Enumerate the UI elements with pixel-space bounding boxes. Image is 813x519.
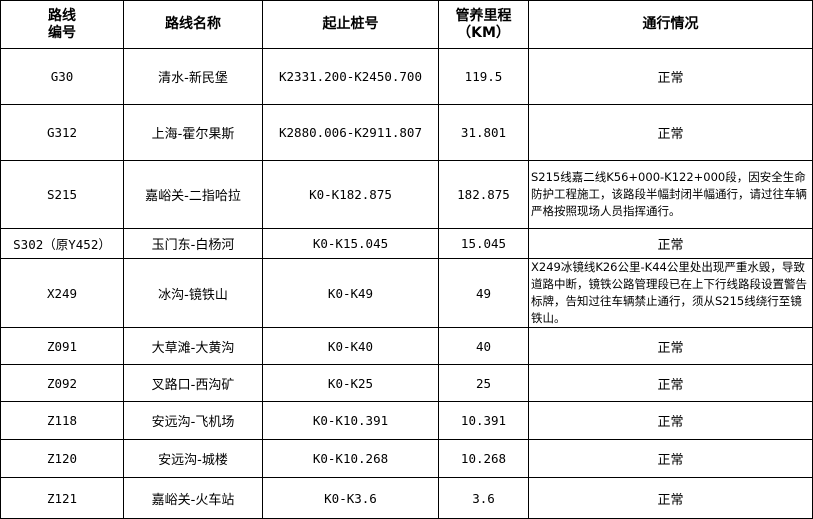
header-text: （KM） <box>457 24 510 41</box>
cell-km: 182.875 <box>438 160 529 229</box>
header-code: 路线 编号 <box>0 0 124 49</box>
cell-km: 25 <box>438 364 529 402</box>
cell-km: 3.6 <box>438 477 529 519</box>
cell-status: 正常 <box>528 439 813 478</box>
table-row: G312 上海-霍尔果斯 K2880.006-K2911.807 31.801 正常 <box>0 104 813 161</box>
header-stake: 起止桩号 <box>262 0 439 49</box>
header-text: 管养里程 <box>455 7 512 24</box>
cell-code: S215 <box>0 160 124 229</box>
cell-code: Z092 <box>0 364 124 402</box>
cell-status: 正常 <box>528 327 813 365</box>
cell-km: 15.045 <box>438 228 529 259</box>
cell-code: Z118 <box>0 401 124 440</box>
table-row: Z120 安远沟-城楼 K0-K10.268 10.268 正常 <box>0 439 813 478</box>
cell-name: 安远沟-飞机场 <box>123 401 263 440</box>
cell-stake: K0-K10.268 <box>262 439 439 478</box>
table-row: Z091 大草滩-大黄沟 K0-K40 40 正常 <box>0 327 813 365</box>
cell-status: 正常 <box>528 48 813 105</box>
header-text: 路线 <box>48 7 76 24</box>
cell-code: S302（原Y452） <box>0 228 124 259</box>
cell-status: 正常 <box>528 104 813 161</box>
cell-status: 正常 <box>528 401 813 440</box>
cell-km: 49 <box>438 258 529 328</box>
cell-name: 嘉峪关-火车站 <box>123 477 263 519</box>
cell-stake: K0-K25 <box>262 364 439 402</box>
header-km: 管养里程 （KM） <box>438 0 529 49</box>
cell-stake: K0-K3.6 <box>262 477 439 519</box>
cell-name: 冰沟-镜铁山 <box>123 258 263 328</box>
cell-status: X249冰镜线K26公里-K44公里处出现严重水毁，导致道路中断，镜铁公路管理段… <box>528 258 813 328</box>
cell-status: S215线嘉二线K56+000-K122+000段，因安全生命防护工程施工，该路… <box>528 160 813 229</box>
cell-name: 叉路口-西沟矿 <box>123 364 263 402</box>
cell-status: 正常 <box>528 228 813 259</box>
cell-code: Z091 <box>0 327 124 365</box>
cell-name: 大草滩-大黄沟 <box>123 327 263 365</box>
table-row: Z118 安远沟-飞机场 K0-K10.391 10.391 正常 <box>0 401 813 440</box>
cell-code: X249 <box>0 258 124 328</box>
cell-km: 31.801 <box>438 104 529 161</box>
table-row: G30 清水-新民堡 K2331.200-K2450.700 119.5 正常 <box>0 48 813 105</box>
header-text: 通行情况 <box>642 16 699 32</box>
cell-code: Z121 <box>0 477 124 519</box>
cell-name: 上海-霍尔果斯 <box>123 104 263 161</box>
cell-code: Z120 <box>0 439 124 478</box>
cell-name: 嘉峪关-二指哈拉 <box>123 160 263 229</box>
cell-stake: K0-K40 <box>262 327 439 365</box>
cell-code: G312 <box>0 104 124 161</box>
header-row: 路线 编号 路线名称 起止桩号 管养里程 （KM） 通行情况 <box>0 0 813 49</box>
cell-status: 正常 <box>528 364 813 402</box>
table-row: Z092 叉路口-西沟矿 K0-K25 25 正常 <box>0 364 813 402</box>
cell-km: 10.391 <box>438 401 529 440</box>
cell-name: 安远沟-城楼 <box>123 439 263 478</box>
header-name: 路线名称 <box>123 0 263 49</box>
cell-stake: K0-K182.875 <box>262 160 439 229</box>
cell-name: 玉门东-白杨河 <box>123 228 263 259</box>
header-text: 路线名称 <box>165 16 221 32</box>
cell-status: 正常 <box>528 477 813 519</box>
cell-stake: K0-K15.045 <box>262 228 439 259</box>
cell-name: 清水-新民堡 <box>123 48 263 105</box>
table-row: S215 嘉峪关-二指哈拉 K0-K182.875 182.875 S215线嘉二线K5… <box>0 160 813 229</box>
cell-stake: K0-K49 <box>262 258 439 328</box>
cell-km: 119.5 <box>438 48 529 105</box>
cell-km: 40 <box>438 327 529 365</box>
cell-stake: K2331.200-K2450.700 <box>262 48 439 105</box>
table-row: Z121 嘉峪关-火车站 K0-K3.6 3.6 正常 <box>0 477 813 519</box>
cell-stake: K0-K10.391 <box>262 401 439 440</box>
header-text: 起止桩号 <box>322 16 379 32</box>
table-row: S302（原Y452） 玉门东-白杨河 K0-K15.045 15.045 正常 <box>0 228 813 259</box>
header-status: 通行情况 <box>528 0 813 49</box>
table-row: X249 冰沟-镜铁山 K0-K49 49 X249冰镜线K26公里-K44公里处出现严… <box>0 258 813 328</box>
cell-km: 10.268 <box>438 439 529 478</box>
cell-stake: K2880.006-K2911.807 <box>262 104 439 161</box>
header-text: 编号 <box>48 24 76 41</box>
cell-code: G30 <box>0 48 124 105</box>
